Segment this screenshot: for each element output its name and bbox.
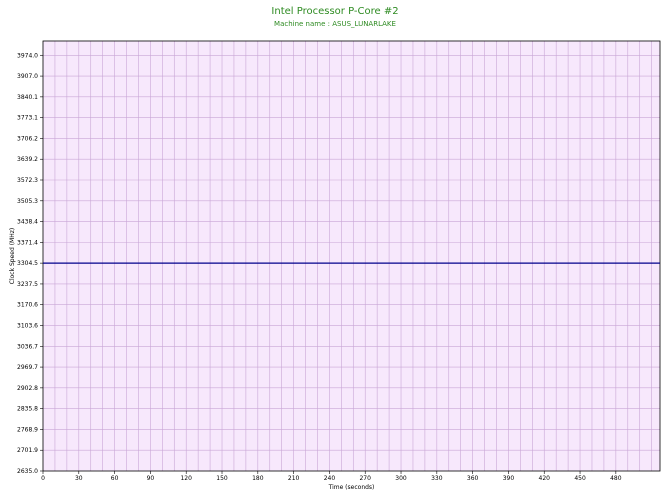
x-tick-label: 150: [216, 475, 228, 482]
x-tick-label: 450: [574, 475, 586, 482]
y-tick-label: 3572.3: [17, 177, 38, 184]
y-tick-label: 3639.2: [17, 156, 38, 163]
x-tick-label: 420: [539, 475, 551, 482]
y-tick-label: 3840.1: [17, 94, 38, 101]
x-tick-label: 270: [359, 475, 371, 482]
y-tick-label: 3706.2: [17, 135, 38, 142]
y-tick-label: 2835.8: [17, 406, 38, 413]
y-tick-label: 2969.7: [17, 364, 38, 371]
x-tick-label: 210: [288, 475, 300, 482]
x-tick-label: 390: [503, 475, 515, 482]
plot-border: [42, 40, 661, 472]
y-tick-label: 3237.5: [17, 281, 38, 288]
x-tick-label: 30: [75, 475, 83, 482]
y-tick-label: 3505.3: [17, 198, 38, 205]
x-tick-label: 240: [324, 475, 336, 482]
y-axis-label: Clock Speed (MHz): [9, 228, 16, 284]
y-tick-label: 3170.6: [17, 302, 38, 309]
y-tick-label: 3907.0: [17, 73, 38, 80]
x-tick-label: 330: [431, 475, 443, 482]
y-tick-label: 2701.9: [17, 447, 38, 454]
y-tick-label: 3304.5: [17, 260, 38, 267]
x-tick-label: 480: [610, 475, 622, 482]
y-tick-label: 3438.4: [17, 219, 38, 226]
y-tick-label: 3974.0: [17, 52, 38, 59]
x-tick-label: 120: [180, 475, 192, 482]
y-tick-label: 3036.7: [17, 343, 38, 350]
x-tick-label: 300: [395, 475, 407, 482]
y-tick-label: 2902.8: [17, 385, 38, 392]
plot-area: [43, 41, 660, 471]
x-tick-label: 90: [147, 475, 155, 482]
y-tick-label: 2768.9: [17, 426, 38, 433]
y-tick-label: 3103.6: [17, 323, 38, 330]
x-tick-label: 360: [467, 475, 479, 482]
x-axis-label: Time (seconds): [328, 484, 375, 491]
chart-title: Intel Processor P-Core #2: [271, 6, 399, 17]
x-tick-label: 60: [111, 475, 119, 482]
y-tick-label: 2635.0: [17, 468, 38, 475]
y-tick-label: 3773.1: [17, 115, 38, 122]
x-tick-label: 180: [252, 475, 264, 482]
y-tick-label: 3371.4: [17, 239, 38, 246]
x-tick-label: 0: [41, 475, 45, 482]
chart-subtitle: Machine name : ASUS_LUNARLAKE: [274, 20, 396, 28]
